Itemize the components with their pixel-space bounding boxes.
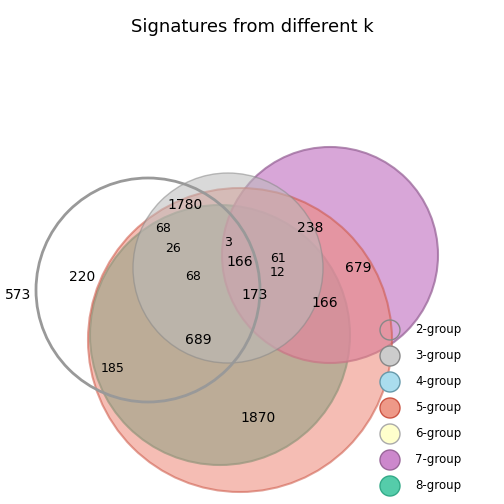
Text: 3: 3: [224, 236, 232, 249]
Text: 689: 689: [184, 333, 211, 347]
Text: 68: 68: [155, 221, 171, 234]
Text: 1780: 1780: [167, 198, 203, 212]
Text: 4-group: 4-group: [415, 375, 461, 389]
Text: 61: 61: [270, 251, 286, 265]
Text: 220: 220: [69, 270, 95, 284]
Text: 6-group: 6-group: [415, 427, 461, 440]
Text: 166: 166: [311, 296, 338, 310]
Text: 2-group: 2-group: [415, 324, 461, 337]
Text: 185: 185: [101, 361, 125, 374]
Text: 679: 679: [345, 261, 371, 275]
Circle shape: [88, 188, 392, 492]
Circle shape: [380, 346, 400, 366]
Circle shape: [380, 424, 400, 444]
Circle shape: [380, 372, 400, 392]
Circle shape: [133, 173, 323, 363]
Text: 12: 12: [270, 267, 286, 280]
Text: 68: 68: [185, 270, 201, 283]
Circle shape: [380, 398, 400, 418]
Circle shape: [380, 450, 400, 470]
Text: 166: 166: [227, 255, 254, 269]
Text: 573: 573: [5, 288, 31, 302]
Circle shape: [222, 147, 438, 363]
Text: 7-group: 7-group: [415, 454, 461, 467]
Text: 5-group: 5-group: [415, 402, 461, 414]
Text: 1870: 1870: [240, 411, 276, 425]
Circle shape: [380, 476, 400, 496]
Text: 8-group: 8-group: [415, 479, 461, 492]
Text: 26: 26: [165, 241, 181, 255]
Text: Signatures from different k: Signatures from different k: [131, 18, 373, 36]
Text: 3-group: 3-group: [415, 349, 461, 362]
Circle shape: [90, 205, 350, 465]
Text: 173: 173: [242, 288, 268, 302]
Text: 238: 238: [297, 221, 323, 235]
